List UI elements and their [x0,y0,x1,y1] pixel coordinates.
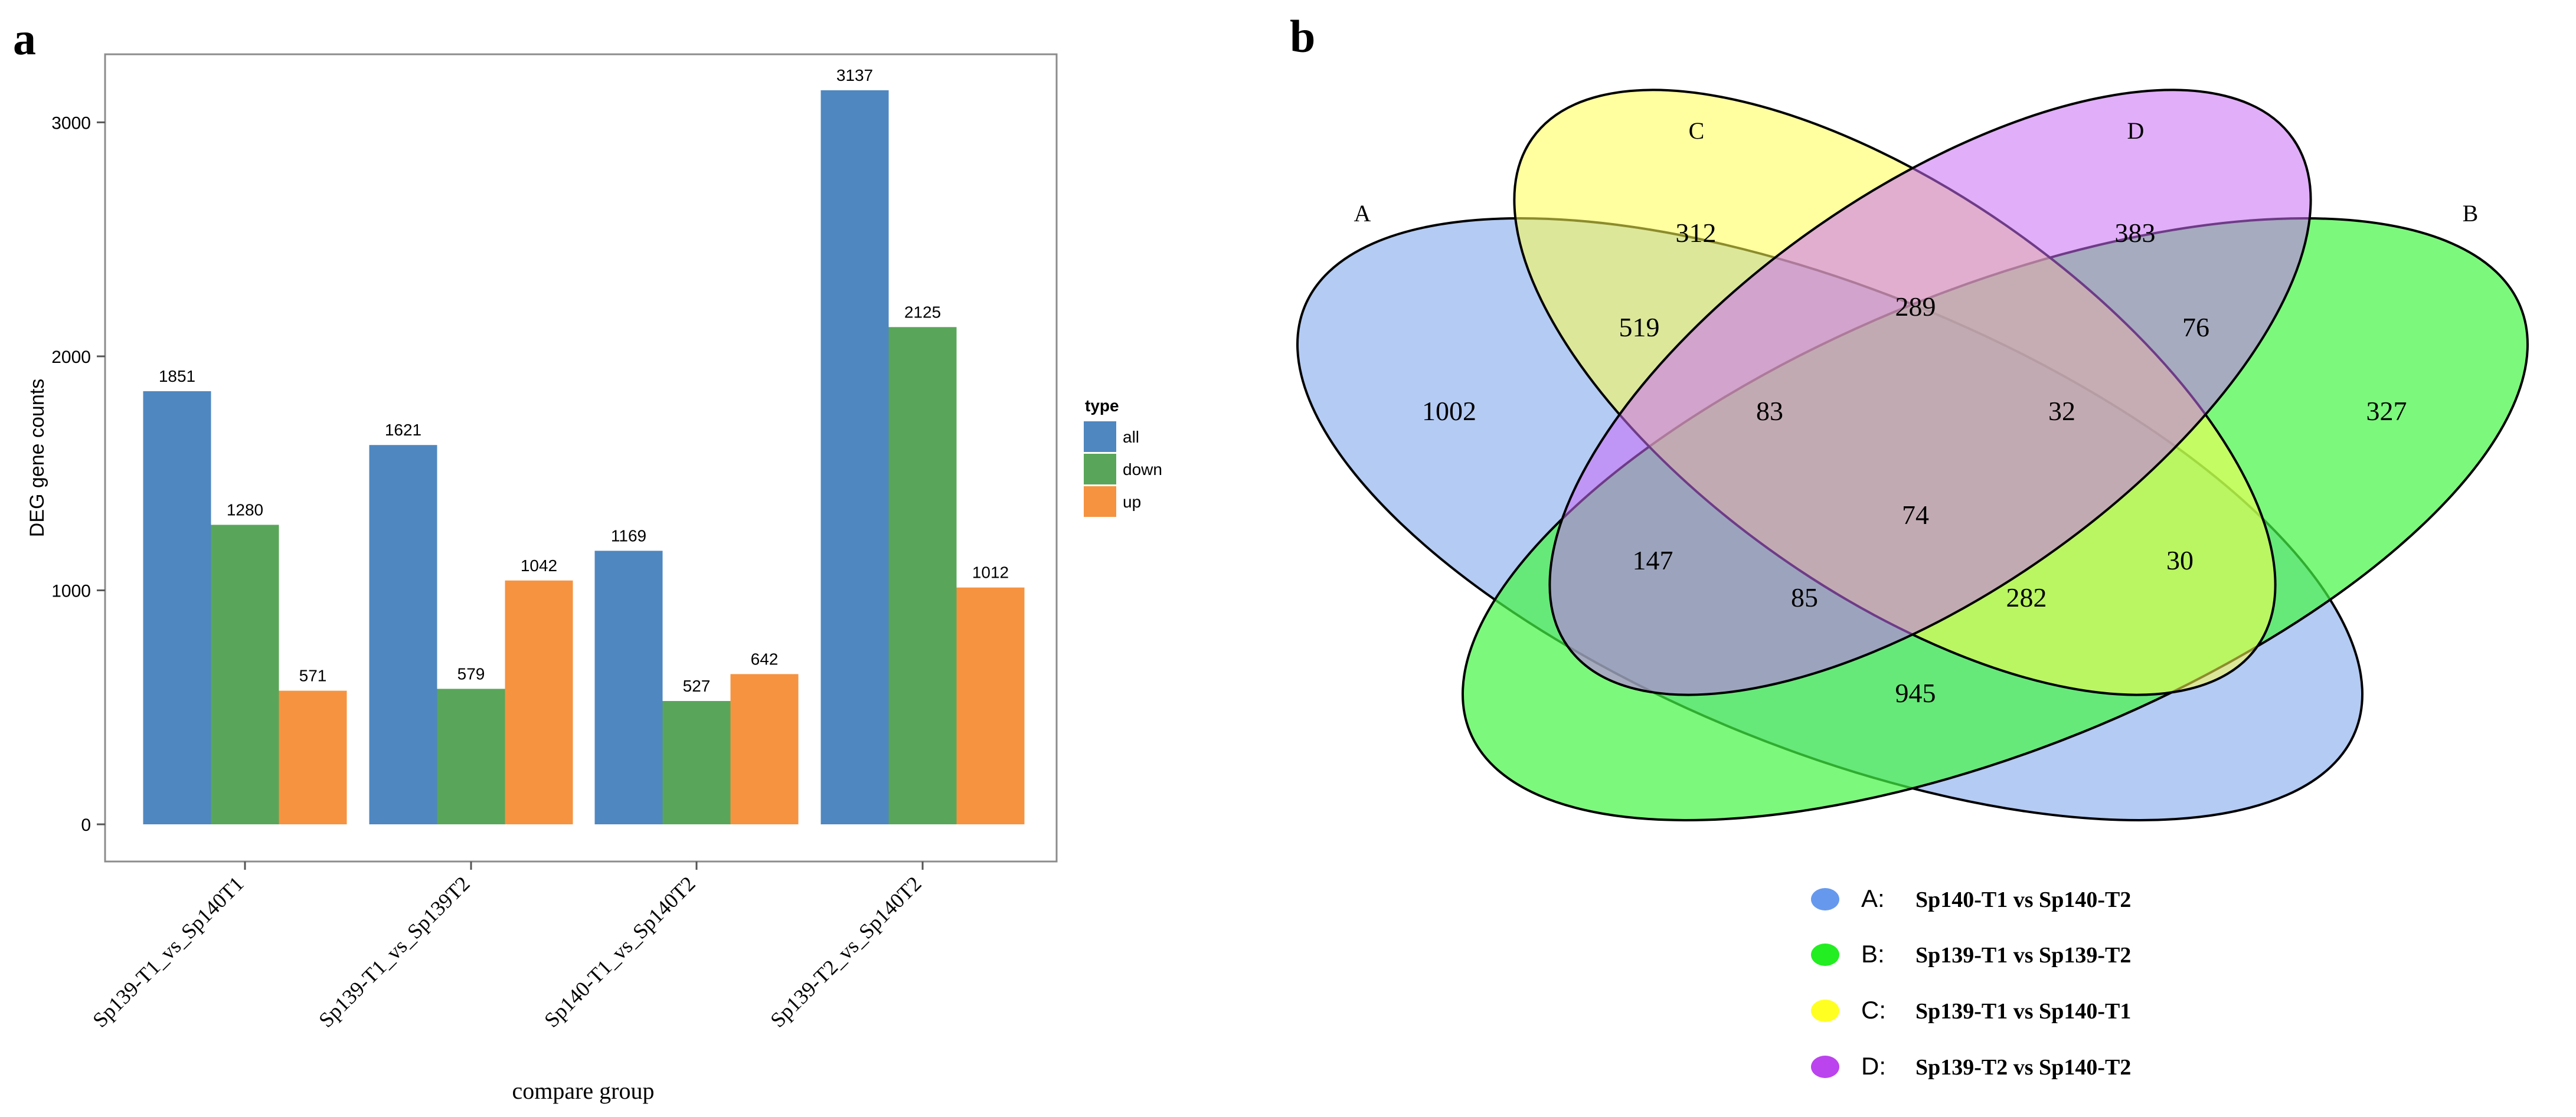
y-tick-label: 1000 [51,581,91,601]
venn-legend-name-d: Sp139-T2 vs Sp140-T2 [1915,1055,2131,1080]
bar-all-1 [143,391,211,824]
bar-up-4 [956,587,1025,824]
venn-legend-item-b: B: Sp139-T1 vs Sp139-T2 [1811,940,2131,968]
venn-region-acd: 83 [1756,396,1783,426]
venn-ellipse-d [1548,89,2312,696]
venn-region-a: 1002 [1422,396,1476,426]
venn-legend-item-c: C: Sp139-T1 vs Sp140-T1 [1811,996,2131,1024]
bar-legend: all down up [1084,421,1162,517]
venn-region-ac: 519 [1619,312,1660,342]
bar-value-label: 642 [751,650,779,668]
venn-diagram [1296,89,2529,821]
bar-value-label: 571 [299,667,327,685]
venn-legend-dot-a [1811,888,1839,910]
venn-region-abcd: 74 [1902,500,1929,530]
panel-b-label: b [1290,11,1315,62]
venn-legend-key-a: A: [1861,885,1885,912]
venn-legend-name-a: Sp140-T1 vs Sp140-T2 [1915,887,2131,912]
bar-down-3 [662,701,731,824]
venn-legend-key-c: C: [1861,996,1886,1024]
venn-legend-name-b: Sp139-T1 vs Sp139-T2 [1915,943,2131,968]
venn-region-ab: 945 [1895,678,1936,708]
legend-label-all: all [1123,428,1139,446]
venn-set-label-d: D [2127,117,2145,144]
venn-region-abc: 282 [2006,582,2047,612]
bar-down-4 [888,327,957,824]
bar-up-1 [279,690,347,824]
bars [143,90,1025,824]
venn-region-bcd: 32 [2048,396,2075,426]
venn-legend-name-c: Sp139-T1 vs Sp140-T1 [1915,999,2131,1024]
venn-legend-key-d: D: [1861,1052,1886,1080]
venn-legend-dot-c [1811,1000,1839,1022]
venn-region-c: 312 [1676,218,1717,248]
x-tick-label: Sp139-T2_vs_Sp140T2 [766,872,926,1032]
bar-value-label: 1042 [521,556,557,575]
y-tick-label: 2000 [51,348,91,367]
venn-region-d: 383 [2115,218,2156,248]
venn-region-b: 327 [2366,396,2407,426]
venn-legend-item-a: A: Sp140-T1 vs Sp140-T2 [1811,885,2131,912]
bar-value-label: 2125 [904,303,941,321]
bar-value-label: 1280 [227,500,263,519]
venn-region-bc: 30 [2166,545,2193,575]
legend-swatch-all [1084,421,1116,452]
x-tick-label: Sp140-T1_vs_Sp140T2 [540,872,700,1032]
bar-value-label: 1169 [611,526,646,545]
y-axis: 0 1000 2000 3000 [51,113,105,835]
venn-region-abd: 85 [1791,582,1818,612]
x-tick-label: Sp139-T1_vs_Sp139T2 [314,872,475,1032]
bar-up-3 [730,674,799,824]
venn-set-label-c: C [1689,117,1705,144]
bar-value-label: 1012 [972,564,1009,582]
venn-legend-dot-d [1811,1056,1839,1078]
venn-region-bd: 76 [2182,312,2209,342]
bar-value-label: 3137 [836,66,873,84]
bar-value-labels: 1851 1280 571 1621 579 1042 1169 527 642 3137 2125… [159,66,1009,695]
x-tick-label: Sp139-T1_vs_Sp140T1 [88,872,249,1032]
bar-down-1 [211,525,279,824]
panel-a-label: a [13,13,36,64]
bar-down-2 [437,689,505,824]
y-axis-title: DEG gene counts [26,379,48,537]
venn-set-label-b: B [2463,200,2479,227]
x-axis: Sp139-T1_vs_Sp140T1 Sp139-T1_vs_Sp139T2 Sp… [88,862,926,1032]
venn-region-ad: 147 [1633,545,1673,575]
legend-title: type [1085,397,1119,415]
legend-label-down: down [1123,460,1162,479]
y-tick-label: 3000 [51,113,91,133]
venn-legend-dot-b [1811,944,1839,966]
bar-value-label: 527 [683,677,711,695]
legend-swatch-down [1084,454,1116,484]
bar-value-label: 1851 [159,367,195,385]
legend-swatch-up [1084,486,1116,517]
bar-value-label: 1621 [385,421,421,439]
venn-legend: A: Sp140-T1 vs Sp140-T2 B: Sp139-T1 vs S… [1811,885,2131,1080]
venn-legend-key-b: B: [1861,940,1885,968]
bar-all-3 [594,551,663,824]
bar-all-4 [820,90,889,824]
bar-all-2 [369,445,437,824]
legend-label-up: up [1123,493,1141,511]
venn-region-cd: 289 [1895,291,1936,322]
bar-value-label: 579 [457,664,485,683]
venn-set-label-a: A [1354,200,1371,227]
x-axis-title: compare group [512,1077,654,1104]
bar-up-2 [505,580,573,824]
venn-legend-item-d: D: Sp139-T2 vs Sp140-T2 [1811,1052,2131,1080]
y-tick-label: 0 [81,815,91,835]
